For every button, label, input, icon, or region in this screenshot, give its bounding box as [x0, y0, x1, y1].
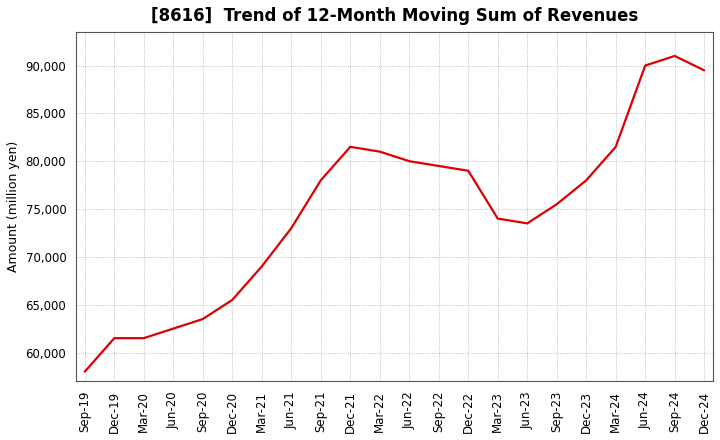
- Title: [8616]  Trend of 12-Month Moving Sum of Revenues: [8616] Trend of 12-Month Moving Sum of R…: [151, 7, 638, 25]
- Y-axis label: Amount (million yen): Amount (million yen): [7, 141, 20, 272]
